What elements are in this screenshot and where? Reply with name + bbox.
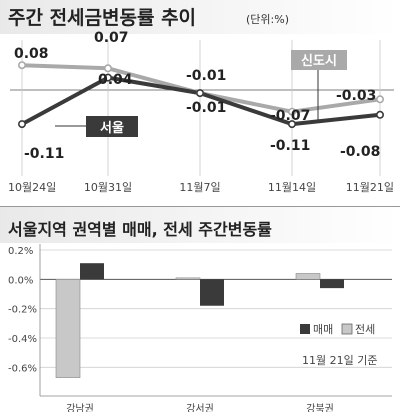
x-category-label: 강북권 [306, 403, 334, 412]
legend-swatch-maemae [300, 324, 310, 334]
y-tick-label: -0.4% [8, 334, 37, 345]
series-tag-name: 신도시 [301, 54, 337, 69]
legend-swatch-jeonse [341, 323, 353, 335]
date-note: 11월 21일 기준 [302, 353, 377, 367]
value-label: -0.01 [186, 100, 226, 116]
bar-jeonse [295, 273, 321, 280]
value-label: 0.08 [14, 46, 49, 62]
series-point-0 [104, 73, 113, 82]
value-label: 0.04 [98, 72, 133, 88]
series-point-0 [17, 120, 26, 129]
series-point-1 [375, 95, 384, 104]
x-tick-label: 10월31일 [84, 180, 132, 194]
bar-maemae [200, 279, 224, 306]
series-point-1 [17, 61, 26, 70]
value-label: 0.07 [94, 30, 129, 46]
legend-label-jeonse: 전세 [355, 323, 375, 336]
bar-jeonse [175, 277, 201, 280]
title-band [0, 0, 400, 34]
value-label: -0.08 [340, 144, 380, 160]
value-label: -0.11 [270, 138, 310, 154]
series-tag-bg [291, 50, 347, 70]
line-x-ticks: 10월24일 10월31일 11월7일 11월14일 11월21일 [8, 180, 394, 194]
bar-maemae [80, 263, 104, 280]
series-point-0 [287, 120, 296, 129]
y-tick-label: 0.2% [8, 246, 33, 257]
value-label: -0.11 [24, 146, 64, 162]
y-tick-label: 0.0% [8, 275, 33, 286]
series-tag-name: 서울 [100, 120, 124, 136]
value-label: -0.03 [336, 88, 376, 104]
line-series-group: -0.11 0.04 -0.01 -0.11 -0.08 0.08 0.07 -0.01 -0.… [14, 30, 384, 162]
bar-title-band [0, 207, 400, 243]
x-category-label: 강서권 [186, 403, 214, 412]
x-tick-label: 11월7일 [179, 180, 220, 194]
line-chart-title: 주간 전세금변동률 추이 [8, 7, 196, 29]
x-tick-label: 11월14일 [268, 180, 316, 194]
series-tag-bg [86, 116, 138, 137]
x-category-label: 강남권 [66, 403, 94, 412]
bar-maemae [320, 279, 344, 289]
series-point-0 [375, 110, 384, 119]
legend-label-maemae: 매매 [313, 323, 333, 336]
x-tick-label: 10월24일 [8, 180, 56, 194]
bar-chart-title: 서울지역 권역별 매매, 전세 주간변동률 [8, 220, 272, 239]
bar-series-group: 강남권 강서권 강북권 [55, 263, 344, 412]
unit-label: (단위:%) [246, 13, 289, 26]
series-point-1 [287, 107, 296, 116]
bar-legend: 매매 전세 [300, 323, 375, 336]
y-tick-label: -0.6% [8, 363, 37, 374]
x-tick-label: 11월21일 [346, 180, 394, 194]
line-chart-panel: 주간 전세금변동률 추이 (단위:%) -0.110.04-0.01-0.11-… [0, 0, 400, 194]
panel-divider [0, 206, 400, 207]
bar-chart-panel: 서울지역 권역별 매매, 전세 주간변동률 0.2% 0.0% -0.2% -0.4%… [0, 206, 400, 412]
bar-jeonse [55, 279, 81, 378]
value-label: -0.01 [186, 68, 226, 84]
value-label: -0.07 [270, 108, 310, 124]
y-tick-label: -0.2% [8, 305, 37, 316]
series-point-1 [104, 64, 113, 73]
series-point-0 [196, 89, 205, 98]
